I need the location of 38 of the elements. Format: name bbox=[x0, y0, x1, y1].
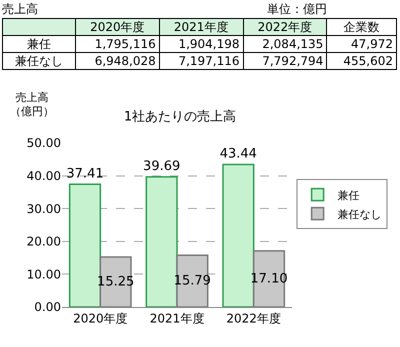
x-tick-label: 2020年度 bbox=[73, 311, 128, 326]
y-axis-title: 売上高（億円） bbox=[9, 91, 55, 119]
text: 1,904,198 bbox=[178, 37, 240, 51]
legend-label: 兼任 bbox=[338, 188, 360, 202]
y-tick-label: 50.00 bbox=[26, 136, 61, 150]
legend-label: 兼任なし bbox=[338, 208, 382, 221]
y-tick-label: 0.00 bbox=[34, 300, 61, 314]
text: 6,948,028 bbox=[94, 54, 156, 68]
data-label: 15.25 bbox=[97, 274, 134, 290]
x-tick-label: 2021年度 bbox=[150, 311, 204, 326]
category-label: 2021年度 bbox=[159, 18, 244, 36]
text: 7,792,794 bbox=[262, 54, 324, 68]
data-label: 15.79 bbox=[174, 274, 211, 289]
category-label: 2022年度 bbox=[243, 18, 327, 36]
y-tick-label: 20.00 bbox=[26, 234, 61, 249]
data-label: 39.69 bbox=[143, 158, 180, 174]
text: 1,795,116 bbox=[94, 37, 156, 51]
bar bbox=[252, 250, 286, 307]
x-tick-label: 2022年度 bbox=[226, 311, 281, 326]
bar bbox=[100, 256, 132, 307]
category-label: 兼任なし bbox=[15, 54, 63, 68]
category-label: 企業数 bbox=[326, 18, 396, 36]
category-label: 2020年度 bbox=[76, 18, 160, 36]
bar bbox=[176, 254, 208, 307]
text: 47,972 bbox=[351, 37, 393, 51]
y-tick-label: 40.00 bbox=[26, 169, 61, 183]
text: 7,197,116 bbox=[178, 54, 240, 68]
data-label: 43.44 bbox=[220, 146, 257, 162]
y-tick-label: 30.00 bbox=[26, 202, 61, 216]
text: 2,084,135 bbox=[262, 37, 324, 51]
y-tick-label: 10.00 bbox=[26, 267, 61, 282]
data-label: 37.41 bbox=[66, 166, 104, 182]
data-label: 17.10 bbox=[250, 271, 288, 286]
text: 単位：億円 bbox=[267, 1, 327, 18]
category-label: 兼任 bbox=[27, 37, 51, 51]
text: 売上高 bbox=[2, 1, 38, 18]
text: 455,602 bbox=[343, 54, 393, 68]
chart-title: 1社あたりの売上高 bbox=[124, 108, 236, 124]
